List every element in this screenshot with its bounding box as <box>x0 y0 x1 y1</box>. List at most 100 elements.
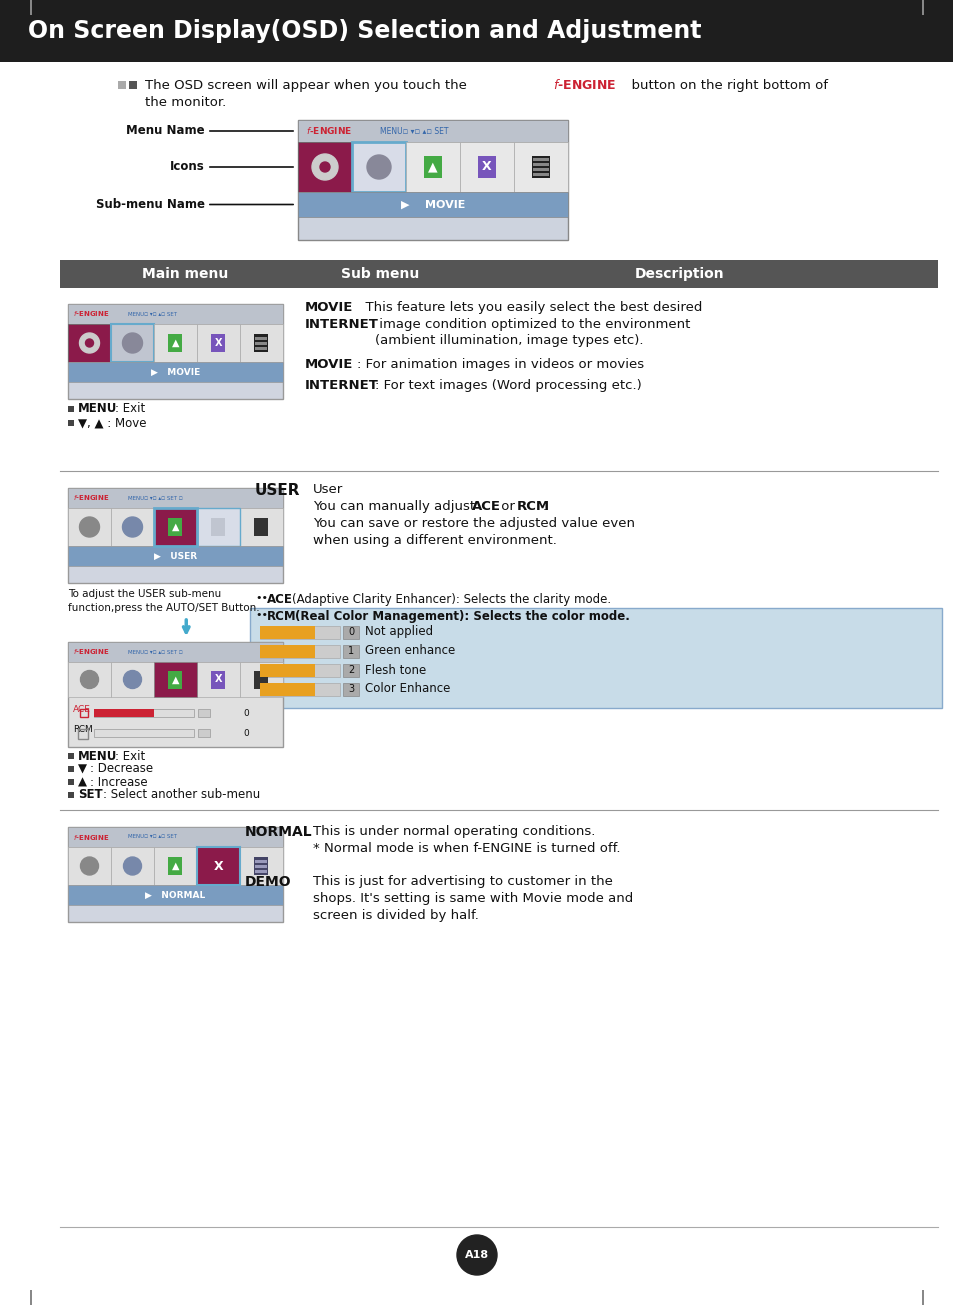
Bar <box>68 827 283 847</box>
Text: ▶   MOVIE: ▶ MOVIE <box>151 368 200 377</box>
Text: Color Enhance: Color Enhance <box>365 683 450 696</box>
Bar <box>240 508 283 545</box>
Text: shops. It's setting is same with Movie mode and: shops. It's setting is same with Movie m… <box>313 893 633 904</box>
Text: RCM: RCM <box>73 724 92 733</box>
Bar <box>260 664 314 677</box>
Bar <box>111 508 153 545</box>
Text: (ambient illumination, image types etc).: (ambient illumination, image types etc). <box>375 334 643 347</box>
Text: X: X <box>214 338 222 348</box>
Bar <box>68 488 283 508</box>
Bar <box>94 709 193 716</box>
Circle shape <box>79 517 99 536</box>
Bar <box>196 662 240 697</box>
Text: On Screen Display(OSD) Selection and Adjustment: On Screen Display(OSD) Selection and Adj… <box>28 20 700 43</box>
Bar <box>30 0 32 14</box>
Text: : Decrease: : Decrease <box>90 762 153 775</box>
Bar <box>240 662 283 697</box>
Bar <box>196 847 240 885</box>
Bar <box>80 709 88 716</box>
Bar <box>68 827 283 923</box>
Bar <box>254 857 268 874</box>
Bar <box>212 334 225 352</box>
Bar <box>297 120 567 240</box>
Bar <box>255 860 267 863</box>
Text: $\mathit{f}$‐ENGINE: $\mathit{f}$‐ENGINE <box>553 78 616 91</box>
Bar <box>68 406 74 412</box>
Text: MENU: MENU <box>78 749 117 762</box>
Bar <box>260 626 314 639</box>
Text: USER: USER <box>254 483 300 499</box>
Bar <box>68 885 283 904</box>
Bar <box>240 847 283 885</box>
Bar <box>196 508 240 545</box>
Bar <box>30 1291 32 1305</box>
Text: ▲: ▲ <box>428 161 437 174</box>
Bar <box>343 683 358 696</box>
Text: 0: 0 <box>243 728 249 737</box>
Text: 0: 0 <box>348 626 354 637</box>
Text: ▲: ▲ <box>172 522 179 532</box>
Bar <box>94 709 153 716</box>
Bar <box>514 142 567 192</box>
Text: MENU◽ ▾◽ ▴◽ SET ◽: MENU◽ ▾◽ ▴◽ SET ◽ <box>128 650 183 655</box>
Bar <box>423 157 441 177</box>
Bar <box>0 0 953 63</box>
Bar <box>68 324 111 361</box>
Text: .: . <box>542 500 547 513</box>
Bar <box>477 157 496 177</box>
Text: MENU◽ ▾◽ ▴◽ SET ◽: MENU◽ ▾◽ ▴◽ SET ◽ <box>128 496 183 501</box>
Text: The OSD screen will appear when you touch the: The OSD screen will appear when you touc… <box>145 78 471 91</box>
Text: Menu Name: Menu Name <box>126 124 205 137</box>
Text: ▲: ▲ <box>172 338 179 348</box>
Circle shape <box>312 154 337 180</box>
Text: * Normal mode is when f-ENGINE is turned off.: * Normal mode is when f-ENGINE is turned… <box>313 842 619 855</box>
Bar <box>240 324 283 361</box>
Text: ACE: ACE <box>73 705 91 714</box>
Text: ▲: ▲ <box>172 861 179 870</box>
Text: : Increase: : Increase <box>90 775 148 788</box>
Text: ACE: ACE <box>472 500 500 513</box>
Bar <box>255 865 267 868</box>
Circle shape <box>86 339 93 347</box>
Bar <box>68 304 283 399</box>
Text: button on the right bottom of: button on the right bottom of <box>622 78 827 91</box>
Circle shape <box>367 155 391 179</box>
Bar <box>459 142 514 192</box>
Text: function,press the AUTO/SET Button.: function,press the AUTO/SET Button. <box>68 603 259 613</box>
Bar <box>212 671 225 689</box>
Text: This is under normal operating conditions.: This is under normal operating condition… <box>313 825 595 838</box>
Bar <box>533 163 548 166</box>
Bar <box>198 709 210 716</box>
Bar <box>68 545 283 566</box>
Bar <box>260 645 314 658</box>
Text: ▼, ▲ : Move: ▼, ▲ : Move <box>78 416 147 429</box>
Bar <box>169 334 182 352</box>
Bar <box>260 683 339 696</box>
Text: MENU◽ ▾◽ ▴◽ SET: MENU◽ ▾◽ ▴◽ SET <box>128 312 177 317</box>
Text: 2: 2 <box>348 666 354 675</box>
Bar <box>118 81 126 89</box>
Bar <box>153 324 196 361</box>
Bar <box>260 626 339 639</box>
Text: $\mathit{f}$‐ENGINE: $\mathit{f}$‐ENGINE <box>73 309 110 318</box>
Bar <box>212 518 225 536</box>
Circle shape <box>123 671 141 689</box>
Text: To adjust the USER sub-menu: To adjust the USER sub-menu <box>68 589 221 599</box>
Bar <box>254 334 268 352</box>
Bar <box>68 508 111 545</box>
Bar <box>68 792 74 797</box>
Circle shape <box>79 333 99 352</box>
Bar <box>153 508 196 545</box>
Bar <box>68 847 111 885</box>
Text: ••: •• <box>254 609 268 620</box>
Bar <box>255 347 267 350</box>
Bar <box>60 260 937 288</box>
Bar <box>921 1291 923 1305</box>
Text: MENU: MENU <box>78 402 117 415</box>
Text: ACE: ACE <box>267 592 293 606</box>
Text: 1: 1 <box>348 646 354 656</box>
Text: This is just for advertising to customer in the: This is just for advertising to customer… <box>313 874 612 887</box>
Circle shape <box>80 671 98 689</box>
Text: : Exit: : Exit <box>115 749 145 762</box>
Bar <box>196 508 240 545</box>
